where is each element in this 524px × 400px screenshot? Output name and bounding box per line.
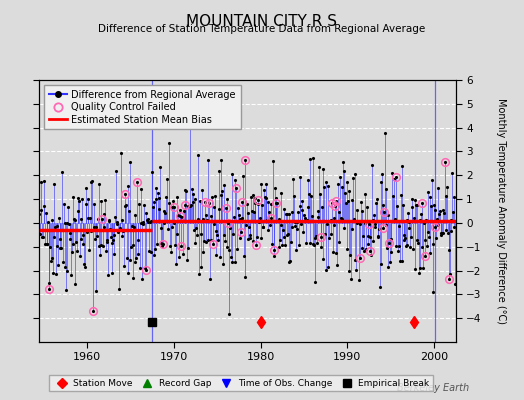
Y-axis label: Monthly Temperature Anomaly Difference (°C): Monthly Temperature Anomaly Difference (… <box>496 98 506 324</box>
Text: Difference of Station Temperature Data from Regional Average: Difference of Station Temperature Data f… <box>99 24 425 34</box>
Legend: Difference from Regional Average, Quality Control Failed, Estimated Station Mean: Difference from Regional Average, Qualit… <box>44 85 241 130</box>
Text: MOUNTAIN CITY R S: MOUNTAIN CITY R S <box>187 14 337 29</box>
Legend: Station Move, Record Gap, Time of Obs. Change, Empirical Break: Station Move, Record Gap, Time of Obs. C… <box>49 375 433 392</box>
Text: Berkeley Earth: Berkeley Earth <box>397 383 469 393</box>
